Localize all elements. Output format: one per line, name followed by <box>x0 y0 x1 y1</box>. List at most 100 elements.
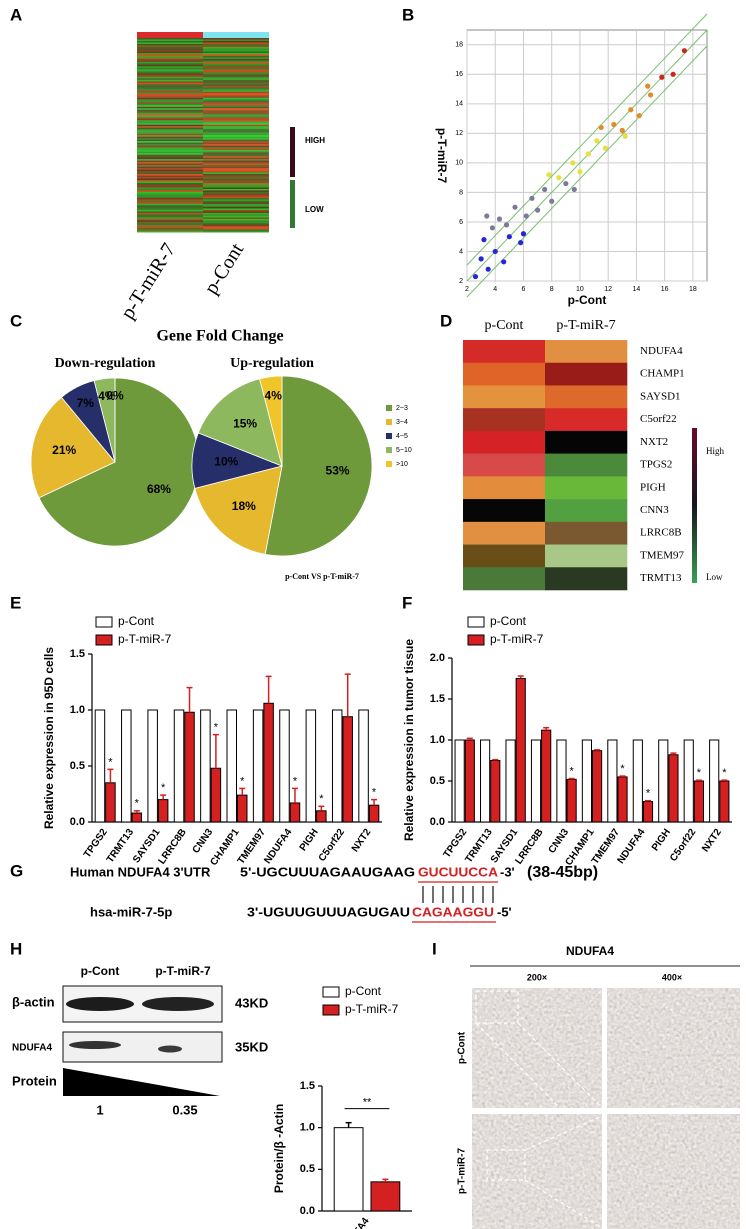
micrograph <box>472 1114 602 1229</box>
heatmap-stripe <box>203 180 269 182</box>
heatmap-stripe <box>137 143 203 145</box>
heatmap-stripe <box>137 51 203 53</box>
legend-label: High <box>706 446 725 456</box>
legend-swatch <box>96 617 112 627</box>
heatmap-stripe <box>203 68 269 70</box>
row-label: p-Cont <box>457 1031 468 1064</box>
heatmap-stripe <box>203 104 269 106</box>
x-tick-label: 18 <box>689 286 697 293</box>
heatmap-stripe <box>137 189 203 191</box>
heatmap-stripe <box>203 220 269 222</box>
row-label: C5orf22 <box>640 413 677 425</box>
y-axis-label: Protein/β -Actin <box>272 1104 286 1193</box>
heatmap-stripe <box>137 152 203 154</box>
heatmap-stripe <box>137 196 203 198</box>
heatmap-stripe <box>203 201 269 203</box>
y-tick-label: 1.5 <box>300 1080 315 1092</box>
y-tick-label: 0.0 <box>300 1205 315 1217</box>
heatmap-stripe <box>137 71 203 73</box>
heatmap-stripe <box>203 170 269 172</box>
significance: * <box>108 756 113 768</box>
heatmap-stripe <box>137 174 203 176</box>
heatmap-stripe <box>137 128 203 130</box>
pie-title: Up-regulation <box>230 356 314 371</box>
bar <box>264 703 273 822</box>
heatmap-stripe <box>203 66 269 68</box>
heatmap-stripe <box>203 113 269 115</box>
heatmap-stripe <box>137 84 203 86</box>
band <box>158 1046 182 1053</box>
point <box>570 160 575 165</box>
heatmap-stripe <box>203 196 269 198</box>
row-label: LRRC8B <box>640 527 682 539</box>
heatmap-stripe <box>137 177 203 179</box>
point <box>507 234 512 239</box>
y-axis-label: Relative expression in tumor tissue <box>402 639 416 841</box>
point <box>603 146 608 151</box>
heatmap-stripe <box>137 119 203 121</box>
legend-swatch <box>468 617 484 627</box>
row-label: PIGH <box>640 481 666 493</box>
heatmap-stripe <box>203 123 269 125</box>
heatmap-stripe <box>137 117 203 119</box>
heatmap-stripe <box>203 198 269 200</box>
heatmap-stripe <box>203 75 269 77</box>
heatmap-stripe <box>137 195 203 197</box>
binding-site: CAGAAGGU <box>412 904 494 919</box>
micrograph <box>607 1114 740 1229</box>
heatmap-stripe <box>137 205 203 207</box>
legend-swatch <box>386 419 392 425</box>
bar <box>516 679 525 823</box>
pie-title: Down-regulation <box>55 356 156 371</box>
point <box>577 169 582 174</box>
legend-label: p-T-miR-7 <box>118 632 172 646</box>
heatmap-stripe <box>137 183 203 185</box>
heatmap-stripe <box>137 217 203 219</box>
x-axis-label: p-Cont <box>568 293 607 307</box>
heatmap-stripe <box>203 147 269 149</box>
heatmap-stripe <box>137 122 203 124</box>
significance: ** <box>363 1097 372 1109</box>
micrograph <box>472 988 602 1108</box>
heatmap-stripe <box>137 153 203 155</box>
point <box>504 222 509 227</box>
bar <box>608 740 617 822</box>
heatmap-stripe <box>137 155 203 157</box>
binding-site: GUCUUCCA <box>418 864 499 879</box>
column-label: p-T-miR-7 <box>556 318 615 333</box>
heatmap-stripe <box>137 192 203 194</box>
heatmap-cell <box>545 499 627 522</box>
heatmap-stripe <box>203 80 269 82</box>
heatmap-stripe <box>203 225 269 227</box>
x-tick-label: PIGH <box>650 827 673 853</box>
bar <box>306 710 315 822</box>
heatmap-stripe <box>137 92 203 94</box>
point <box>481 237 486 242</box>
y-tick-label: 14 <box>455 101 463 108</box>
heatmap-stripe <box>203 59 269 61</box>
heatmap-stripe <box>137 129 203 131</box>
heatmap-stripe <box>203 226 269 228</box>
x-tick-label: 16 <box>661 286 669 293</box>
y-tick-label: 10 <box>455 160 463 167</box>
heatmap-stripe <box>203 195 269 197</box>
position: (38-45bp) <box>527 864 598 881</box>
y-axis-label: Relative expression in 95D cells <box>42 647 56 829</box>
heatmap-stripe <box>137 156 203 158</box>
heatmap-stripe <box>137 75 203 77</box>
x-tick-label: 14 <box>633 286 641 293</box>
heatmap-stripe <box>137 134 203 136</box>
bar <box>185 712 194 822</box>
heatmap-stripe <box>137 101 203 103</box>
heatmap-stripe <box>137 126 203 128</box>
bar <box>506 740 515 822</box>
heatmap-stripe <box>137 204 203 206</box>
heatmap-stripe <box>203 158 269 160</box>
significance: * <box>722 767 727 779</box>
bar <box>455 740 464 822</box>
note: p-Cont VS p-T-miR-7 <box>285 572 359 581</box>
heatmap-stripe <box>137 216 203 218</box>
sequence-label: hsa-miR-7-5p <box>90 904 172 919</box>
heatmap-stripe <box>203 101 269 103</box>
heatmap-stripe <box>203 111 269 113</box>
